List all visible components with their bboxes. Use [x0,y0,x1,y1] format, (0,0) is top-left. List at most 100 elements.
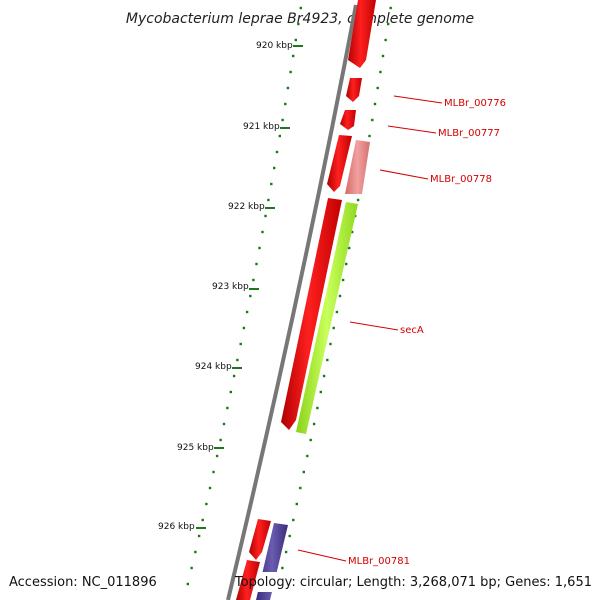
tick-label: 920 kbp [256,41,293,51]
gene-labels: MLBr_00776 MLBr_00777 MLBr_00778 secA ML… [297,95,506,567]
minor-tick [264,214,267,218]
minor-tick [299,6,302,10]
tick-label: 923 kbp [212,282,249,292]
minor-tick [312,422,316,426]
minor-tick [309,438,312,442]
minor-tick [332,326,335,330]
map-title: Mycobacterium leprae Br4923, complete ge… [126,11,474,27]
minor-tick [348,246,351,250]
footer-stats: Topology: circular; Length: 3,268,071 bp… [234,575,592,590]
tick-label: 922 kbp [228,202,265,212]
minor-tick [319,390,322,394]
footer-accession: Accession: NC_011896 [9,575,157,590]
minor-tick [208,486,212,490]
minor-tick [316,406,319,410]
minor-tick [295,502,298,506]
tick-label: 926 kbp [158,522,195,532]
minor-tick [368,134,371,138]
minor-tick [245,310,249,314]
minor-tick [351,230,354,234]
leader-line [297,549,347,562]
minor-tick [389,6,392,10]
gene-arrow-seca [296,202,358,434]
minor-tick [267,198,270,202]
footer-stats-bg [258,572,596,592]
minor-tick [278,134,281,138]
minor-tick [284,102,287,106]
minor-tick [338,294,342,298]
tick-label: 921 kbp [243,122,280,132]
tick-label: 925 kbp [177,443,214,453]
gene-arrow-mlbr-00778 [345,140,370,194]
minor-tick [249,294,252,298]
minor-tick [356,198,360,202]
minor-tick [212,470,215,474]
gene-label-mlbr-00781: MLBr_00781 [348,556,410,567]
minor-tick [236,358,239,362]
gene-arrow [236,560,260,600]
gene-arrow [348,0,376,68]
minor-tick [242,326,246,330]
minor-tick [190,566,193,570]
minor-tick [252,278,255,282]
minor-tick [194,550,197,554]
minor-tick [215,454,219,458]
minor-tick [232,374,236,378]
minor-tick [286,86,290,90]
minor-tick [219,438,222,442]
minor-tick [186,582,189,586]
minor-tick [288,534,291,538]
minor-tick [275,150,279,154]
minor-tick [345,262,348,266]
gene-arrow [327,135,352,192]
gene-arrow-mlbr-00776 [346,78,362,102]
gene-arrow [249,519,271,560]
minor-tick [384,38,387,42]
minor-tick [255,262,258,266]
minor-tick [376,86,379,90]
minor-tick [258,246,261,250]
minor-tick [297,22,300,26]
minor-tick [387,22,390,26]
minor-tick [373,102,377,106]
minor-tick [292,518,295,522]
minor-tick [273,166,276,170]
minor-tick [294,38,297,42]
minor-tick [281,566,284,570]
gene-label-mlbr-00777: MLBr_00777 [438,128,500,139]
gene-label-mlbr-00776: MLBr_00776 [444,98,506,109]
minor-tick [381,54,385,58]
leader-line [379,169,429,180]
minor-tick [329,342,332,346]
minor-tick [326,358,329,362]
leader-line [393,95,443,104]
minor-tick [205,502,208,506]
minor-tick [226,406,229,410]
minor-tick [239,342,242,346]
leader-line [387,125,437,134]
minor-tick [335,310,339,314]
minor-tick [229,390,232,394]
minor-tick [270,182,273,186]
minor-tick [341,278,345,282]
minor-tick [379,70,382,74]
minor-tick [197,534,201,538]
gene-label-seca: secA [400,325,424,336]
gene-arrow-mlbr-00777 [340,110,356,130]
minor-tick [292,54,295,58]
leader-line [349,321,399,331]
minor-tick [302,470,305,474]
gene-arrow [281,198,342,430]
minor-tick [201,518,204,522]
minor-tick [371,118,374,122]
minor-tick [261,230,264,234]
minor-tick [281,118,284,122]
gene-label-mlbr-00778: MLBr_00778 [430,174,492,185]
footer-accession-bg [6,572,148,592]
minor-tick [284,550,288,554]
minor-tick [222,422,226,426]
minor-tick [306,454,309,458]
tick-labels: 920 kbp 921 kbp 922 kbp 923 kbp 924 kbp … [158,41,303,532]
minor-tick [289,70,292,74]
